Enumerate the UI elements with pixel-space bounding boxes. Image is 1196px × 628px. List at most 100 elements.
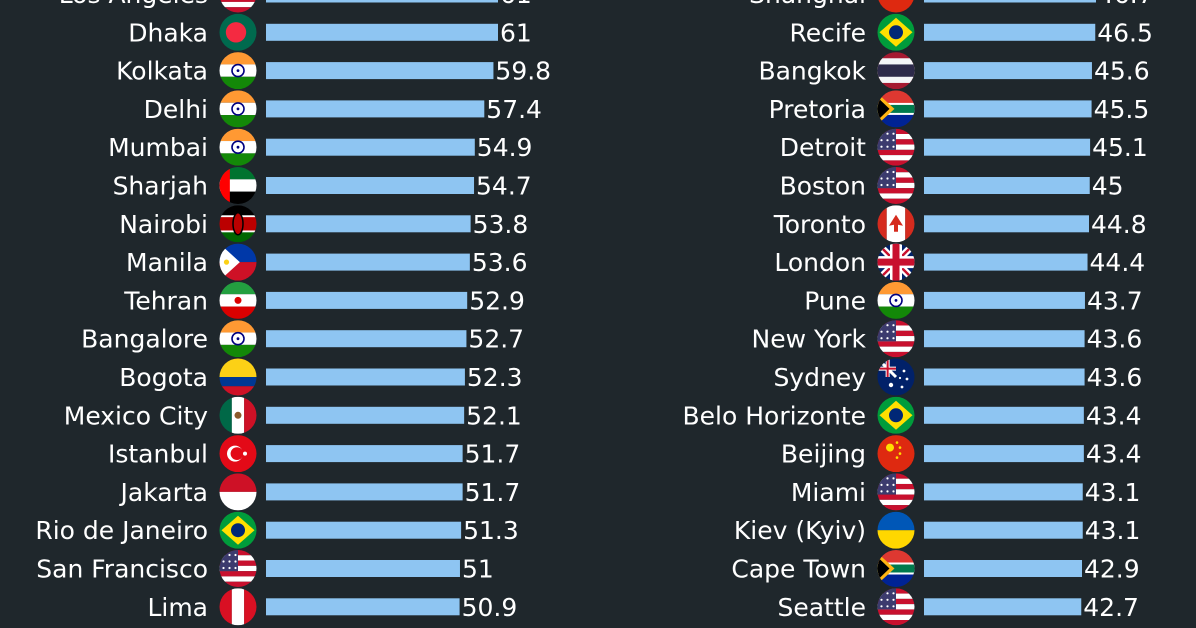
category-label: Sharjah bbox=[113, 172, 208, 201]
category-label: Manila bbox=[126, 248, 208, 277]
bar-row-detroit: Detroit 45.1 bbox=[780, 128, 1148, 166]
flag-icon bbox=[877, 358, 915, 396]
bar-row-belo-horizonte: Belo Horizonte 43.4 bbox=[683, 396, 1142, 434]
category-label: Shanghai bbox=[749, 0, 866, 9]
category-label: Cape Town bbox=[731, 555, 866, 584]
flag-icon bbox=[877, 13, 915, 51]
bar bbox=[266, 138, 475, 156]
bar bbox=[266, 177, 475, 194]
bar-row-nairobi: Nairobi 53.8 bbox=[119, 205, 529, 243]
value-label: 42.9 bbox=[1084, 555, 1140, 584]
bar bbox=[924, 445, 1084, 463]
bar bbox=[266, 560, 460, 577]
value-label: 52.7 bbox=[468, 325, 524, 354]
flag-icon bbox=[877, 128, 915, 166]
bar-row-bangkok: Bangkok 45.6 bbox=[758, 52, 1150, 90]
category-label: Nairobi bbox=[119, 210, 208, 239]
category-label: Istanbul bbox=[108, 440, 208, 469]
category-label: Bangalore bbox=[81, 325, 208, 354]
bar-row-pretoria: Pretoria 45.5 bbox=[769, 90, 1149, 128]
flag-icon bbox=[219, 0, 257, 13]
bar-row-pune: Pune 43.7 bbox=[804, 281, 1143, 319]
bar bbox=[266, 291, 468, 309]
bar bbox=[924, 253, 1088, 271]
value-label: 43.1 bbox=[1085, 478, 1141, 507]
category-label: Recife bbox=[789, 18, 866, 47]
flag-icon bbox=[877, 435, 915, 473]
bar bbox=[924, 100, 1092, 118]
right-panel: Shanghai 46.7 Recife 46.5 Bangkok 45.6 Pretori… bbox=[683, 0, 1154, 626]
flag-icon bbox=[219, 205, 257, 243]
flag-icon bbox=[219, 435, 257, 473]
value-label: 53.6 bbox=[472, 248, 528, 277]
bar bbox=[924, 177, 1090, 194]
flag-icon bbox=[877, 550, 915, 587]
value-label: 43.6 bbox=[1087, 325, 1143, 354]
category-label: Detroit bbox=[780, 133, 866, 162]
flag-icon bbox=[877, 243, 915, 281]
value-label: 46.7 bbox=[1098, 0, 1154, 9]
category-label: Los Angeles bbox=[59, 0, 208, 9]
flag-icon bbox=[219, 128, 257, 166]
category-label: Beijing bbox=[781, 440, 866, 469]
category-label: Kiev (Kyiv) bbox=[734, 516, 866, 545]
bar-row-boston: Boston 45 bbox=[780, 167, 1124, 204]
bar-row-lima: Lima 50.9 bbox=[147, 588, 518, 626]
bar bbox=[266, 521, 462, 539]
category-label: Mexico City bbox=[64, 401, 208, 430]
value-label: 61 bbox=[500, 18, 532, 47]
category-label: Pune bbox=[804, 286, 866, 315]
flag-icon bbox=[877, 205, 915, 243]
bar-row-recife: Recife 46.5 bbox=[789, 13, 1153, 51]
category-label: Pretoria bbox=[769, 95, 866, 124]
value-label: 53.8 bbox=[473, 210, 529, 239]
bar bbox=[266, 100, 485, 118]
flag-icon bbox=[219, 358, 257, 396]
bar bbox=[266, 253, 470, 271]
value-label: 52.1 bbox=[466, 401, 522, 430]
flag-icon bbox=[219, 281, 257, 319]
value-label: 52.9 bbox=[469, 286, 525, 315]
category-label: Rio de Janeiro bbox=[35, 516, 208, 545]
bar-row-sydney: Sydney 43.6 bbox=[773, 358, 1143, 396]
bar-row-delhi: Delhi 57.4 bbox=[144, 90, 542, 128]
category-label: Kolkata bbox=[116, 57, 208, 86]
category-label: Sydney bbox=[773, 363, 866, 392]
bar bbox=[266, 598, 460, 616]
bar bbox=[924, 330, 1085, 348]
category-label: Seattle bbox=[777, 593, 866, 622]
value-label: 43.6 bbox=[1087, 363, 1143, 392]
bar-row-sharjah: Sharjah 54.7 bbox=[113, 167, 532, 204]
value-label: 45.6 bbox=[1094, 57, 1150, 86]
flag-icon bbox=[877, 281, 915, 319]
flag-icon bbox=[219, 396, 257, 434]
value-label: 43.4 bbox=[1086, 401, 1142, 430]
bar-row-dhaka: Dhaka 61 bbox=[128, 13, 532, 51]
left-panel: Los Angeles 61 Dhaka 61 Kolkata 59.8 Delhi 57.4… bbox=[35, 0, 551, 626]
flag-icon bbox=[877, 473, 915, 511]
bar-row-mumbai: Mumbai 54.9 bbox=[108, 128, 533, 166]
bar-row-mexico-city: Mexico City 52.1 bbox=[64, 396, 522, 434]
value-label: 54.9 bbox=[477, 133, 533, 162]
bar-row-manila: Manila 53.6 bbox=[126, 243, 528, 281]
bar-row-new-york: New York 43.6 bbox=[752, 320, 1143, 358]
flag-icon bbox=[877, 588, 915, 626]
value-label: 43.1 bbox=[1085, 516, 1141, 545]
bar-row-miami: Miami 43.1 bbox=[791, 473, 1141, 511]
bar-row-tehran: Tehran 52.9 bbox=[123, 281, 525, 319]
bar-row-los-angeles: Los Angeles 61 bbox=[59, 0, 532, 13]
bar-row-kiev-kyiv: Kiev (Kyiv) 43.1 bbox=[734, 511, 1141, 549]
bar-row-jakarta: Jakarta 51.7 bbox=[119, 473, 520, 511]
value-label: 52.3 bbox=[467, 363, 523, 392]
category-label: Belo Horizonte bbox=[683, 401, 866, 430]
category-label: Toronto bbox=[773, 210, 866, 239]
value-label: 54.7 bbox=[476, 172, 532, 201]
value-label: 50.9 bbox=[462, 593, 518, 622]
bar bbox=[266, 62, 494, 80]
category-label: Tehran bbox=[123, 286, 208, 315]
bar bbox=[924, 62, 1092, 80]
category-label: Delhi bbox=[144, 95, 208, 124]
value-label: 45 bbox=[1092, 172, 1124, 201]
bar bbox=[924, 406, 1084, 424]
